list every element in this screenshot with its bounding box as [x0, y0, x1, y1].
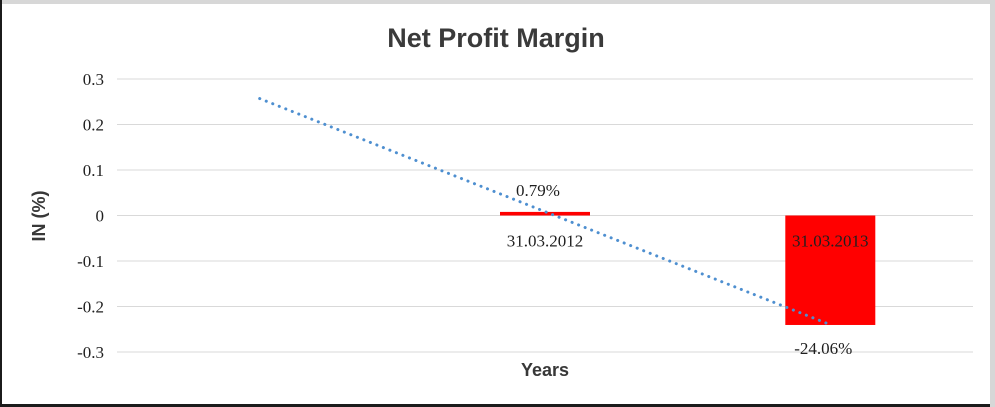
y-tick-label: 0.2: [83, 116, 104, 135]
bar-value-label: -24.06%: [794, 339, 852, 358]
labels-layer: 0.3 0.2 0.1 0 -0.1 -0.2 -0.3 0.79% 31.03.2012 -24…: [77, 70, 868, 362]
y-tick-label: 0.1: [83, 161, 104, 180]
y-tick-label: 0.3: [83, 70, 104, 89]
trendline-layer: [258, 97, 832, 327]
chart-title: Net Profit Margin: [387, 23, 605, 53]
frame-left: [0, 0, 2, 407]
bar: [500, 211, 590, 216]
y-axis-title: IN (%): [29, 191, 49, 242]
category-label: 31.03.2012: [507, 232, 584, 251]
frame-right: [990, 0, 995, 407]
x-axis-title: Years: [521, 360, 569, 380]
frame-bottom: [0, 404, 990, 407]
y-tick-label: -0.3: [77, 343, 104, 362]
bar: [785, 215, 876, 325]
y-tick-label: 0: [96, 207, 105, 226]
trendline: [258, 97, 832, 327]
bar-value-label: 0.79%: [516, 181, 560, 200]
y-tick-label: -0.1: [77, 252, 104, 271]
bar-series: [500, 211, 876, 325]
y-tick-label: -0.2: [77, 298, 104, 317]
frame-top: [0, 0, 995, 4]
category-label: 31.03.2013: [792, 232, 869, 251]
gridlines: [117, 78, 973, 353]
